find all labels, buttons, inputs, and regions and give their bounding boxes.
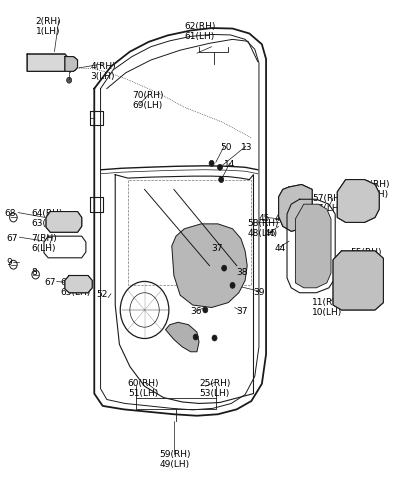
Text: 67: 67 <box>44 278 55 287</box>
Circle shape <box>230 282 235 288</box>
Text: 37: 37 <box>212 244 223 252</box>
Text: 50: 50 <box>220 143 231 152</box>
Text: 46: 46 <box>265 229 276 238</box>
Polygon shape <box>65 276 92 293</box>
Circle shape <box>193 334 198 340</box>
Text: 13: 13 <box>241 143 252 152</box>
Text: 14: 14 <box>224 160 235 169</box>
Polygon shape <box>166 322 199 352</box>
Text: 38: 38 <box>237 268 248 277</box>
Circle shape <box>217 164 222 170</box>
Text: 56(RH)
43(LH): 56(RH) 43(LH) <box>358 180 390 199</box>
Text: 41: 41 <box>274 214 286 223</box>
Text: 59(RH)
49(LH): 59(RH) 49(LH) <box>159 450 191 469</box>
Text: 25(RH)
53(LH): 25(RH) 53(LH) <box>199 379 230 398</box>
Text: 37: 37 <box>237 308 248 316</box>
Text: 68: 68 <box>4 209 16 218</box>
Text: 70(RH)
69(LH): 70(RH) 69(LH) <box>132 91 163 110</box>
Text: 44: 44 <box>274 244 286 252</box>
Polygon shape <box>295 204 331 288</box>
Text: 2(RH)
1(LH): 2(RH) 1(LH) <box>36 17 61 36</box>
Polygon shape <box>172 224 247 308</box>
Text: 12: 12 <box>367 298 378 307</box>
Text: 39: 39 <box>253 288 265 297</box>
Text: 7(RH)
6(LH): 7(RH) 6(LH) <box>31 234 57 253</box>
Text: 60(RH)
51(LH): 60(RH) 51(LH) <box>128 379 159 398</box>
Text: 57(RH)
47(LH): 57(RH) 47(LH) <box>312 194 344 214</box>
Text: 9: 9 <box>6 258 12 267</box>
Text: 64(RH)
63(LH): 64(RH) 63(LH) <box>31 209 63 228</box>
Polygon shape <box>46 212 82 232</box>
Text: 58(RH)
48(LH): 58(RH) 48(LH) <box>247 219 279 238</box>
Circle shape <box>219 177 224 183</box>
Text: 71: 71 <box>65 62 76 70</box>
Text: 52: 52 <box>96 290 108 299</box>
Text: 4(RH)
3(LH): 4(RH) 3(LH) <box>90 62 116 81</box>
Text: 66(RH)
65(LH): 66(RH) 65(LH) <box>61 278 92 297</box>
Text: 62(RH)
61(LH): 62(RH) 61(LH) <box>184 22 216 41</box>
Polygon shape <box>279 184 312 231</box>
Polygon shape <box>65 57 78 71</box>
Text: 11(RH)
10(LH): 11(RH) 10(LH) <box>312 298 344 317</box>
Text: 67: 67 <box>6 234 18 243</box>
Circle shape <box>203 307 208 313</box>
Text: 55(RH)
42(LH): 55(RH) 42(LH) <box>350 248 381 268</box>
Text: 36: 36 <box>191 308 202 316</box>
Polygon shape <box>333 251 383 310</box>
Text: 8: 8 <box>31 268 37 277</box>
Circle shape <box>67 77 72 83</box>
Polygon shape <box>27 54 73 71</box>
Circle shape <box>222 265 227 271</box>
Circle shape <box>209 160 214 166</box>
Circle shape <box>212 335 217 341</box>
Text: 45: 45 <box>259 214 270 223</box>
Polygon shape <box>337 180 379 222</box>
